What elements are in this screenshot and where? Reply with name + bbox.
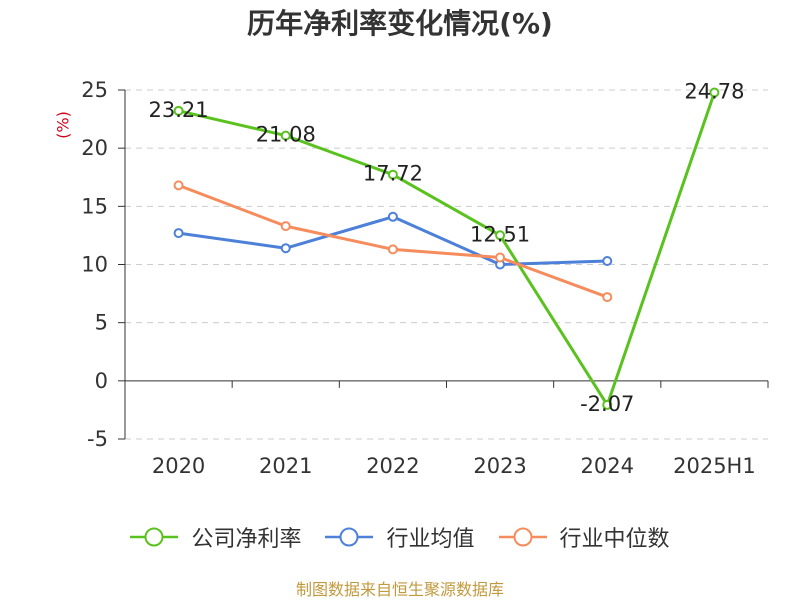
data-point bbox=[387, 169, 398, 180]
legend-marker bbox=[513, 527, 532, 547]
legend-line-marker-icon bbox=[325, 527, 374, 547]
data-point bbox=[387, 211, 398, 222]
legend-line-marker-icon bbox=[498, 527, 547, 547]
y-tick-label: 10 bbox=[81, 253, 108, 277]
x-tick-label: 2024 bbox=[581, 454, 634, 478]
legend-label: 行业中位数 bbox=[559, 527, 670, 552]
data-label: 17.72 bbox=[363, 162, 423, 186]
x-tick-label: 2020 bbox=[152, 454, 205, 478]
data-point bbox=[280, 221, 291, 232]
data-label: -2.07 bbox=[580, 392, 634, 416]
legend-line-marker-icon bbox=[130, 527, 179, 547]
chart-title: 历年净利率变化情况(%) bbox=[247, 7, 553, 40]
data-point bbox=[173, 180, 184, 191]
legend: 公司净利率 行业均值 行业中位数 bbox=[0, 521, 800, 553]
data-label: 21.08 bbox=[256, 123, 316, 147]
data-point bbox=[709, 87, 720, 98]
y-tick-label: 25 bbox=[81, 78, 108, 102]
x-tick-label: 2023 bbox=[473, 454, 526, 478]
data-point bbox=[495, 230, 506, 241]
data-label: 24.78 bbox=[684, 80, 744, 104]
y-axis-label: (%) bbox=[54, 111, 73, 139]
source-note: 制图数据来自恒生聚源数据库 bbox=[295, 580, 504, 599]
line-chart: 25 20 15 10 5 0 -5 2020 2021 2022 2023 2024 2025H1 (%… bbox=[54, 78, 769, 478]
y-tick-label: -5 bbox=[87, 427, 108, 451]
data-label: 12.51 bbox=[470, 222, 530, 246]
x-tick-label: 2021 bbox=[259, 454, 312, 478]
x-tick-label: 2025H1 bbox=[673, 454, 756, 478]
data-point bbox=[602, 256, 613, 267]
legend-marker bbox=[144, 527, 164, 547]
data-label: 23.21 bbox=[149, 98, 209, 122]
series-line bbox=[177, 91, 716, 407]
data-point bbox=[280, 130, 291, 141]
y-tick-label: 20 bbox=[81, 136, 108, 160]
series-layer: 23.21 21.08 17.72 12.51 -2.07 24.78 bbox=[149, 80, 745, 416]
data-point bbox=[173, 105, 184, 116]
legend-item[interactable]: 行业中位数 bbox=[498, 521, 670, 553]
legend-item[interactable]: 公司净利率 bbox=[130, 521, 301, 553]
data-point bbox=[280, 243, 291, 254]
series-line bbox=[177, 215, 609, 266]
y-tick-label: 5 bbox=[95, 311, 108, 335]
legend-item[interactable]: 行业均值 bbox=[325, 521, 475, 553]
axes: 25 20 15 10 5 0 -5 2020 2021 2022 2023 2024 2025H1 (%… bbox=[54, 78, 769, 478]
y-tick-label: 0 bbox=[95, 369, 108, 393]
legend-label: 公司净利率 bbox=[191, 527, 302, 552]
legend-label: 行业均值 bbox=[386, 527, 475, 552]
y-tick-label: 15 bbox=[81, 194, 108, 218]
legend-marker bbox=[339, 527, 359, 547]
data-point bbox=[602, 292, 613, 303]
data-point bbox=[387, 244, 398, 255]
x-tick-label: 2022 bbox=[366, 454, 419, 478]
data-point bbox=[495, 252, 506, 263]
data-point bbox=[602, 399, 613, 410]
data-point bbox=[173, 228, 184, 239]
